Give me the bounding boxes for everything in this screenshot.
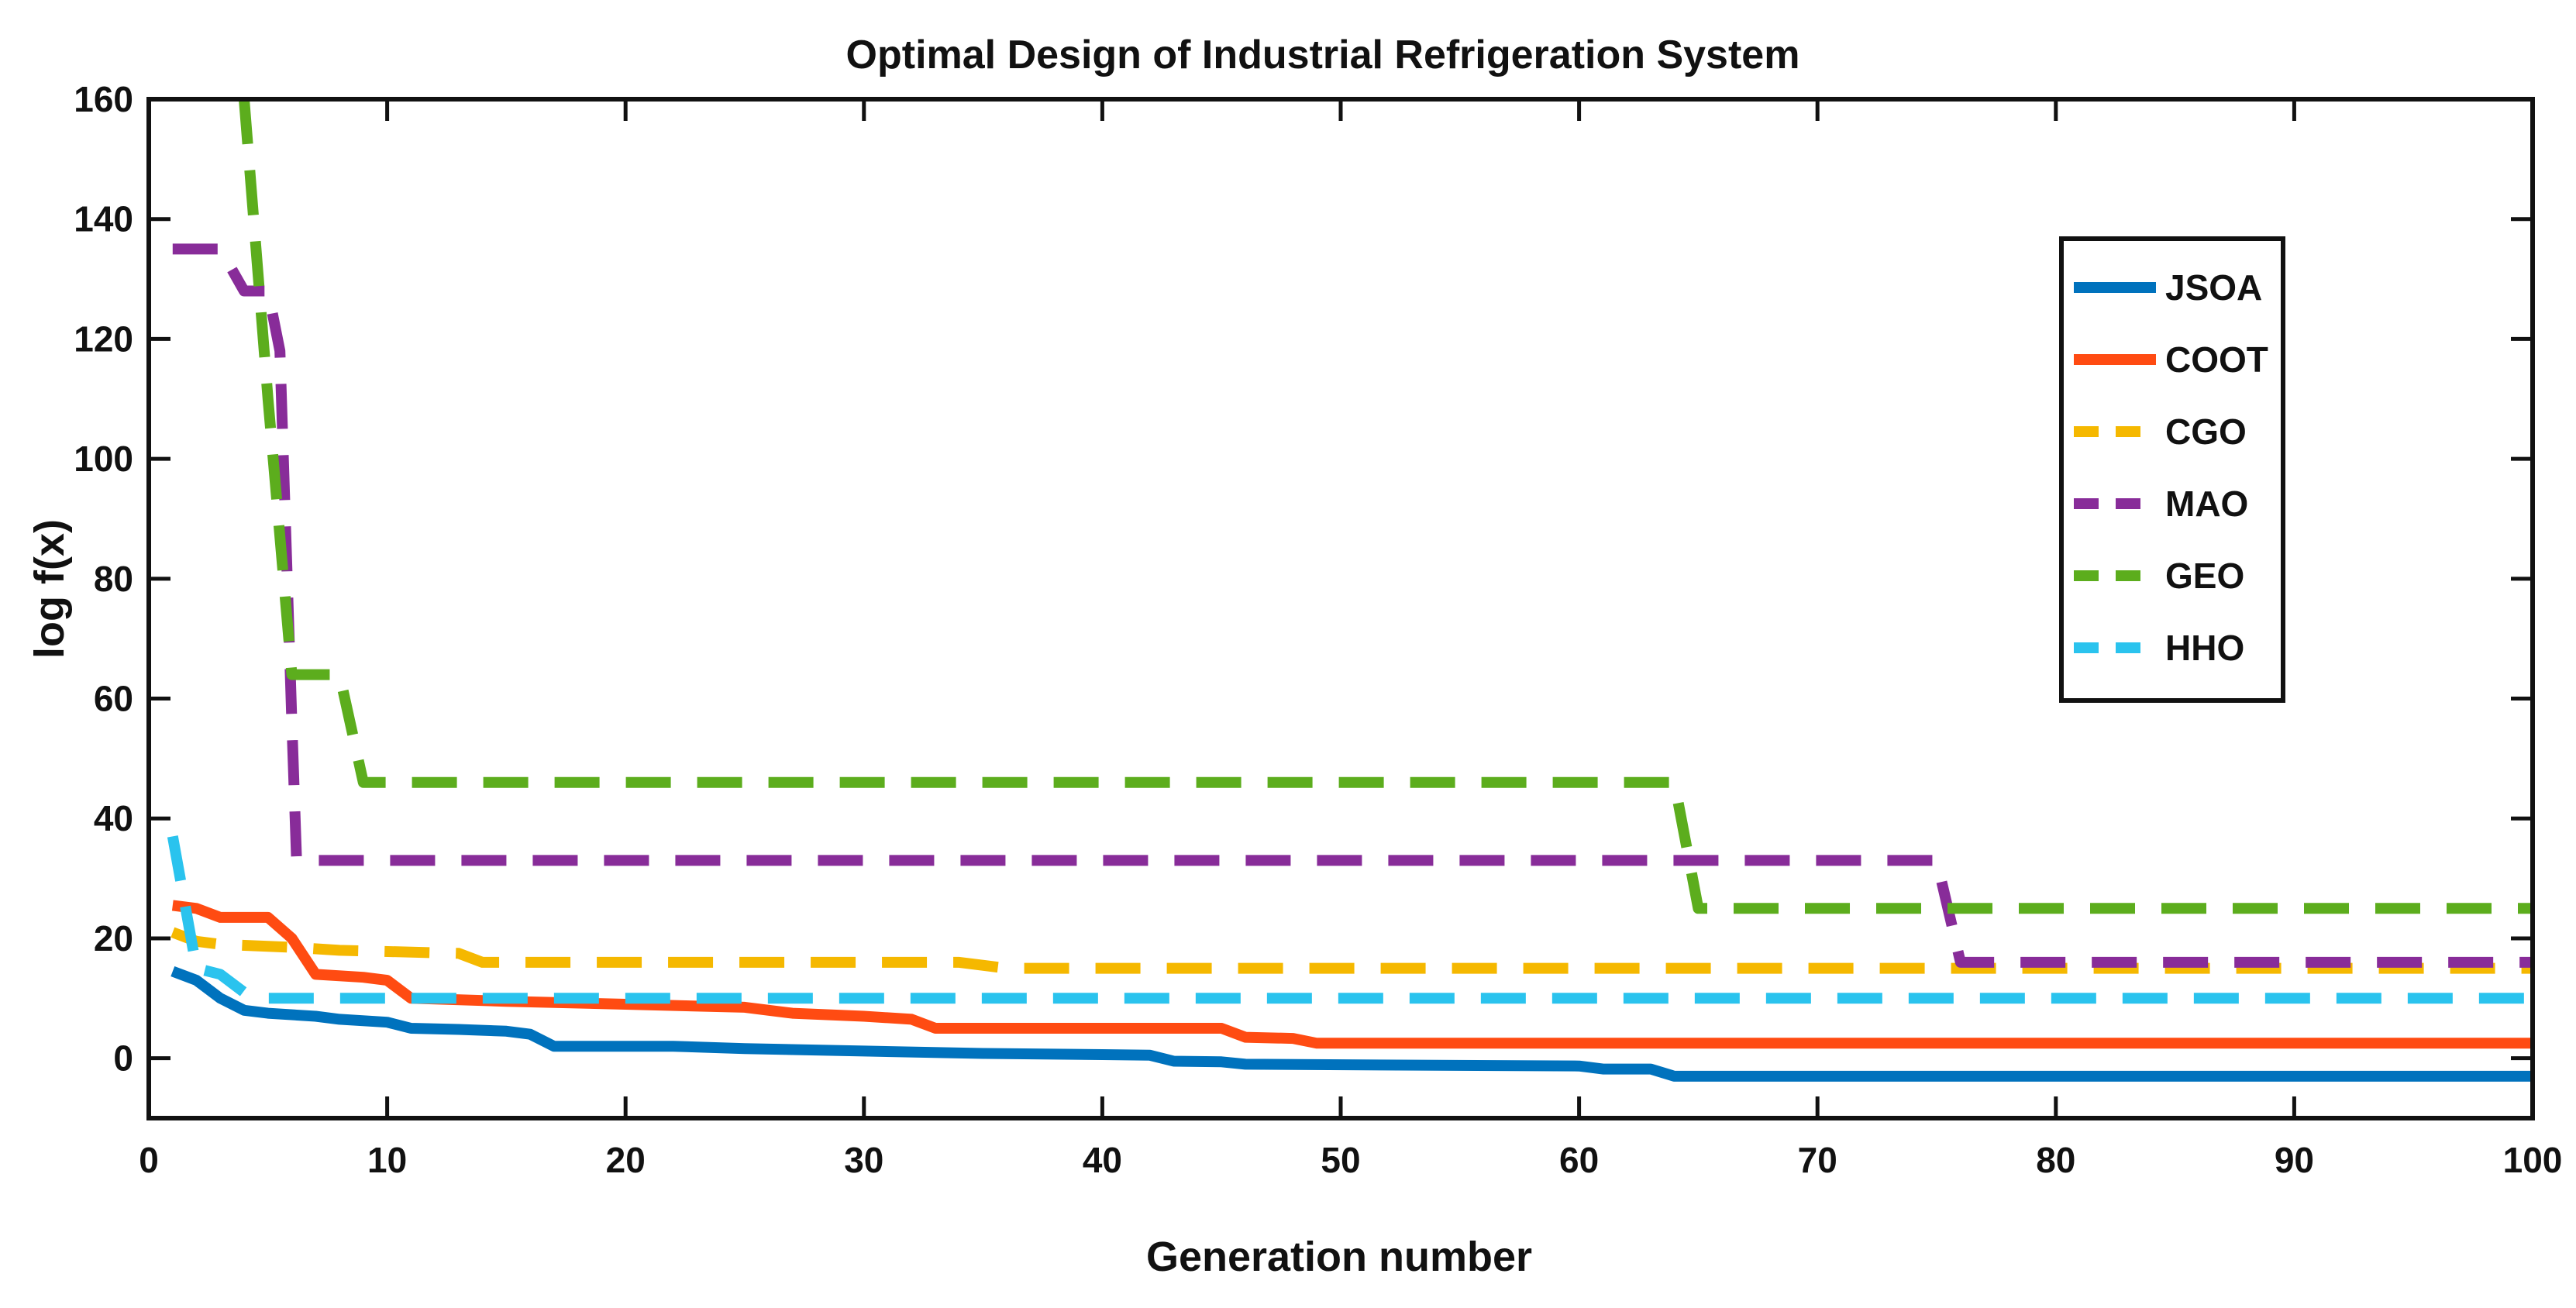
x-tick-label: 0 bbox=[139, 1140, 159, 1180]
y-tick-label: 100 bbox=[74, 439, 133, 479]
y-tick-label: 80 bbox=[94, 559, 133, 599]
series-line-hho bbox=[167, 835, 2533, 1004]
legend-label-cgo: CGO bbox=[2165, 411, 2247, 452]
series-lines bbox=[167, 98, 2533, 1082]
y-tick-label: 160 bbox=[74, 79, 133, 119]
x-tick-label: 70 bbox=[1798, 1140, 1837, 1180]
x-axis-label: Generation number bbox=[1146, 1234, 1532, 1280]
chart-title: Optimal Design of Industrial Refrigerati… bbox=[846, 33, 1800, 77]
series-line-geo bbox=[239, 98, 2533, 914]
series-line-jsoa bbox=[170, 966, 2533, 1082]
series-line-coot bbox=[171, 900, 2533, 1049]
axis-ticks: 0 10 20 30 40 50 60 70 80 90 100 0 20 40 60 80 100 120 140… bbox=[74, 79, 2562, 1180]
y-tick-label: 60 bbox=[94, 679, 133, 719]
legend: JSOA COOT CGO MAO GEO HHO bbox=[2059, 236, 2285, 703]
y-tick-label: 140 bbox=[74, 199, 133, 239]
legend-label-geo: GEO bbox=[2165, 556, 2244, 596]
legend-label-mao: MAO bbox=[2165, 484, 2248, 524]
x-tick-label: 90 bbox=[2275, 1140, 2314, 1180]
x-tick-label: 100 bbox=[2503, 1140, 2563, 1180]
x-tick-label: 30 bbox=[844, 1140, 883, 1180]
x-tick-label: 20 bbox=[606, 1140, 646, 1180]
x-tick-label: 50 bbox=[1321, 1140, 1360, 1180]
plot-frame bbox=[146, 97, 2535, 1120]
series-line-cgo bbox=[170, 927, 2533, 974]
x-tick-label: 10 bbox=[367, 1140, 407, 1180]
legend-label-jsoa: JSOA bbox=[2165, 267, 2262, 308]
x-tick-label: 60 bbox=[1559, 1140, 1599, 1180]
x-tick-label: 80 bbox=[2036, 1140, 2075, 1180]
legend-label-coot: COOT bbox=[2165, 339, 2268, 380]
y-tick-label: 20 bbox=[94, 918, 133, 959]
y-tick-label: 0 bbox=[113, 1038, 133, 1079]
legend-label-hho: HHO bbox=[2165, 628, 2244, 668]
x-tick-label: 40 bbox=[1083, 1140, 1122, 1180]
y-tick-label: 40 bbox=[94, 798, 133, 838]
y-tick-label: 120 bbox=[74, 318, 133, 359]
y-axis-label: log f(x) bbox=[26, 519, 73, 659]
legend-box bbox=[2059, 236, 2285, 703]
